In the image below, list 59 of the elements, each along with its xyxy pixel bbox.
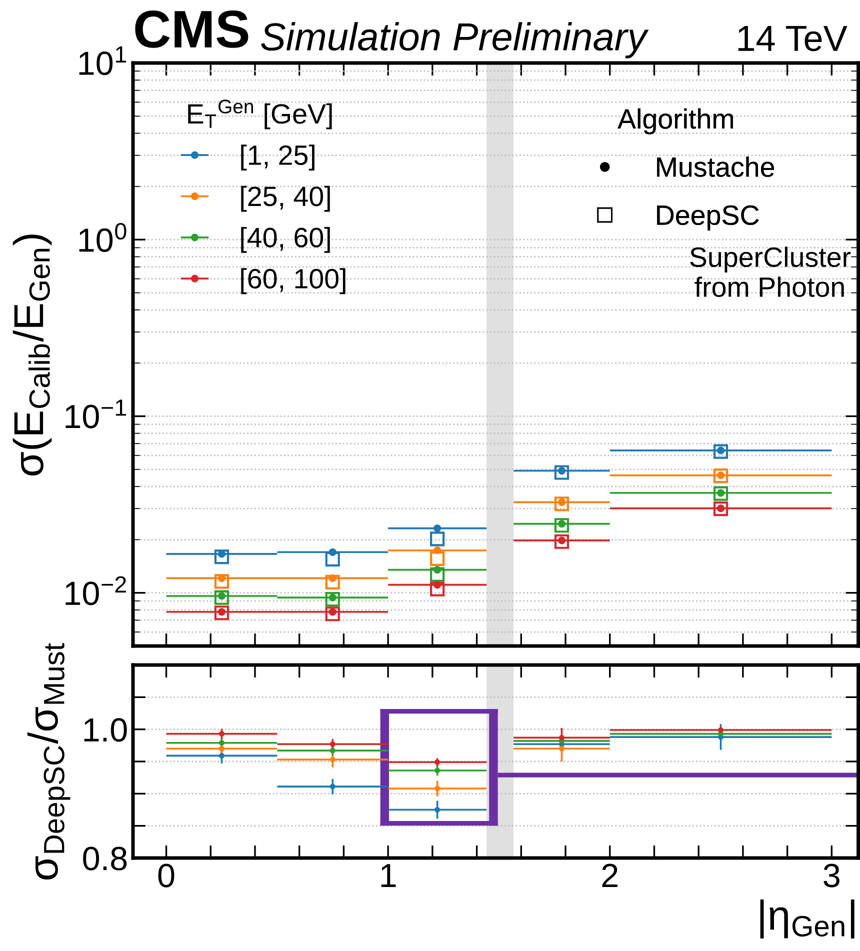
point: [330, 756, 336, 762]
point: [554, 465, 570, 480]
x-axis-title: |η$_{Gen}$|: [760, 899, 854, 939]
point: [214, 549, 230, 564]
y-axis-title: σ(E$_{Calib}$/E$_{Gen}$): [12, 234, 52, 476]
x-tick-label: 1: [381, 864, 396, 888]
annotation: Mustache: [657, 156, 774, 177]
x-tick-label: 3: [824, 864, 840, 888]
point: [434, 786, 440, 792]
y-tick-label: 10$^{0}$: [79, 223, 126, 252]
point: [430, 532, 445, 546]
point: [325, 606, 340, 622]
point: [218, 731, 224, 737]
chart-subtitle: Simulation Preliminary: [261, 22, 649, 58]
point: [214, 590, 230, 605]
y-tick-label: 10$^{1}$: [79, 46, 126, 76]
point: [713, 444, 728, 459]
point: [325, 592, 340, 607]
point: [330, 741, 336, 747]
point: [330, 748, 336, 754]
point: [713, 486, 728, 501]
point: [218, 752, 224, 758]
point: [430, 582, 445, 596]
point: [554, 518, 570, 533]
point: [558, 734, 565, 740]
annotation: Algorithm: [618, 108, 733, 134]
annotation: SuperCluster from Photon: [690, 246, 851, 297]
legend-label: [60, 100]: [241, 268, 346, 294]
legend-label: [1, 25]: [241, 144, 314, 171]
x-tick-label: 0: [158, 864, 174, 888]
point: [713, 502, 728, 516]
legend-label: [40, 60]: [241, 227, 330, 253]
chart-title: CMS: [135, 10, 248, 48]
y-axis-title: σ$_{DeepSC}$/σ$_{Must}$: [27, 643, 70, 880]
y-tick-label: 10$^{−2}$: [66, 576, 126, 606]
annotation: DeepSC: [657, 205, 759, 231]
x-tick-label: 2: [602, 864, 618, 888]
point: [554, 496, 570, 512]
legend-label: [25, 40]: [241, 186, 330, 212]
point: [434, 806, 440, 813]
y-tick-label: 1.0: [84, 718, 127, 742]
y-tick-label: 10$^{−1}$: [66, 400, 126, 428]
point: [430, 567, 445, 582]
point: [218, 746, 224, 752]
point: [558, 746, 565, 752]
point: [325, 552, 340, 567]
y-tick-label: 0.8: [83, 846, 127, 870]
point: [325, 574, 340, 590]
point: [554, 534, 570, 549]
point: [330, 784, 336, 790]
point: [713, 468, 728, 484]
point: [430, 551, 445, 566]
point: [433, 524, 442, 532]
point: [214, 606, 230, 620]
point: [218, 740, 224, 746]
point: [214, 574, 230, 589]
legend-title: E$_{T}$$^{Gen}$ [GeV]: [188, 100, 332, 130]
text: 14 TeV: [738, 26, 848, 52]
point: [434, 768, 440, 774]
